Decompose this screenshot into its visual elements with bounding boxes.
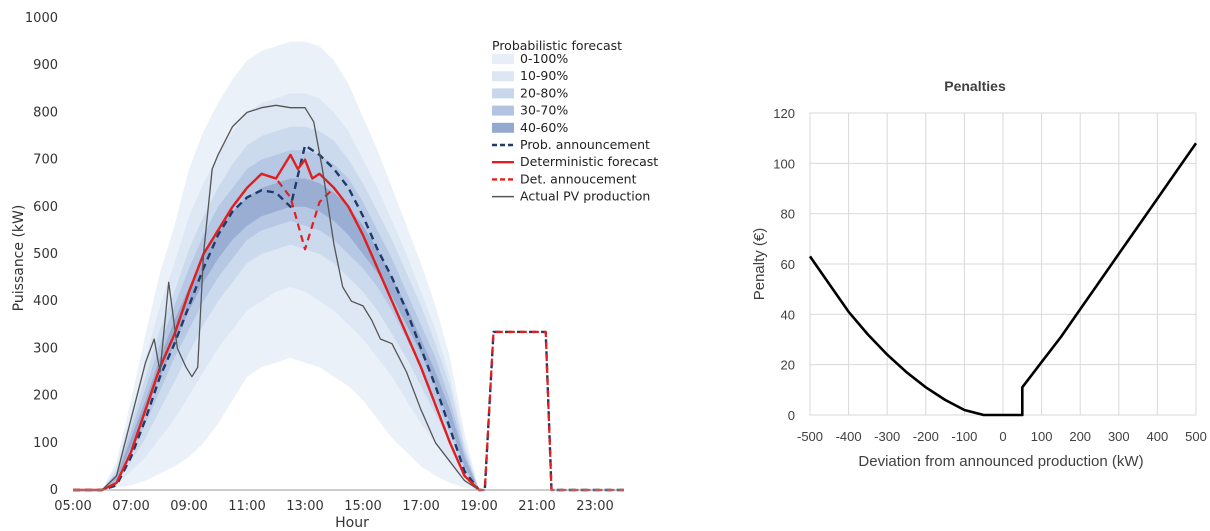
y-tick-label: 600: [33, 200, 58, 215]
y-axis-title: Penalty (€): [751, 228, 768, 301]
penalty-curve: [808, 142, 1198, 417]
x-tick-label: 400: [1147, 429, 1169, 444]
x-tick-label: -100: [951, 429, 977, 444]
y-tick-label: 40: [781, 307, 795, 322]
x-tick-label: 17:00: [402, 499, 439, 514]
x-tick-label: 13:00: [286, 499, 323, 514]
legend-label: Actual PV production: [520, 189, 650, 204]
x-tick-label: 11:00: [228, 499, 265, 514]
y-axis-title: Puissance (kW): [11, 205, 27, 312]
legend-label: 40-60%: [520, 120, 568, 135]
y-tick-label: 200: [33, 389, 58, 404]
penalty-curve-group: [808, 142, 1198, 417]
x-tick-label: 0: [999, 429, 1006, 444]
x-tick-labels: -500 -400 -300 -200 -100 0 100 200 300 400 500: [797, 429, 1207, 444]
y-tick-label: 700: [33, 153, 58, 168]
penalties-chart: 0 20 40 60 80 100 120 -500 -400 -300 -200 -100 0 100…: [751, 78, 1207, 470]
y-tick-label: 60: [781, 257, 795, 272]
legend-swatch: [492, 122, 514, 133]
forecast-chart: 0 100 200 300 400 500 600 700 800 900 1000 05:00 07…: [11, 11, 658, 531]
y-tick-labels: 0 100 200 300 400 500 600 700 800 900 1000: [25, 11, 58, 498]
legend-label: Deterministic forecast: [520, 154, 658, 169]
x-tick-label: 100: [1031, 429, 1053, 444]
y-tick-label: 100: [33, 436, 58, 451]
chart-title: Penalties: [944, 78, 1006, 94]
series-line-1: [73, 144, 624, 492]
x-tick-label: 19:00: [460, 499, 497, 514]
x-axis-title: Hour: [335, 515, 369, 531]
y-tick-label: 80: [781, 207, 795, 222]
x-tick-label: -500: [797, 429, 823, 444]
legend-swatch: [492, 105, 514, 116]
x-tick-label: 15:00: [344, 499, 381, 514]
series-line-4: [73, 104, 480, 491]
x-tick-label: 05:00: [54, 499, 91, 514]
legend-label: 0-100%: [520, 51, 568, 66]
legend-label: 20-80%: [520, 85, 568, 100]
x-tick-label: -300: [874, 429, 900, 444]
x-tick-label: 21:00: [518, 499, 555, 514]
legend-label: 10-90%: [520, 68, 568, 83]
band-40-60pct: [73, 178, 479, 490]
y-tick-label: 400: [33, 294, 58, 309]
y-tick-label: 120: [773, 106, 795, 121]
y-tick-label: 800: [33, 105, 58, 120]
x-tick-label: 23:00: [576, 499, 613, 514]
legend-swatch: [492, 54, 514, 64]
y-tick-label: 20: [781, 358, 795, 373]
quantile-bands: [73, 41, 479, 490]
legend-label: Det. annoucement: [520, 171, 637, 186]
legend: Probabilistic forecast 0-100% 10-90% 20-80…: [492, 38, 658, 204]
y-tick-label: 300: [33, 341, 58, 356]
x-tick-label: 09:00: [170, 499, 207, 514]
x-tick-label: 200: [1069, 429, 1091, 444]
legend-swatch: [492, 88, 514, 99]
x-tick-label: -400: [836, 429, 862, 444]
x-tick-label: 07:00: [112, 499, 149, 514]
band-20-80pct: [73, 126, 479, 490]
gridlines: [809, 112, 1197, 416]
legend-title: Probabilistic forecast: [492, 38, 622, 53]
x-tick-labels: 05:00 07:00 09:00 11:00 13:00 15:00 17:00 19:00…: [54, 499, 613, 514]
y-tick-label: 100: [773, 156, 795, 171]
y-tick-label: 0: [788, 408, 795, 423]
x-tick-label: 500: [1185, 429, 1207, 444]
y-tick-label: 1000: [25, 11, 58, 26]
legend-label: Prob. announcement: [520, 137, 650, 152]
band-30-70pct: [73, 150, 479, 490]
y-tick-label: 0: [50, 483, 58, 498]
x-tick-label: -200: [913, 429, 939, 444]
y-tick-label: 500: [33, 247, 58, 262]
band-10-90pct: [73, 93, 479, 490]
y-tick-labels: 0 20 40 60 80 100 120: [773, 106, 795, 423]
legend-label: 30-70%: [520, 103, 568, 118]
y-tick-label: 900: [33, 58, 58, 73]
x-tick-label: 300: [1108, 429, 1130, 444]
legend-swatch: [492, 71, 514, 82]
x-axis-title: Deviation from announced production (kW): [858, 453, 1143, 470]
